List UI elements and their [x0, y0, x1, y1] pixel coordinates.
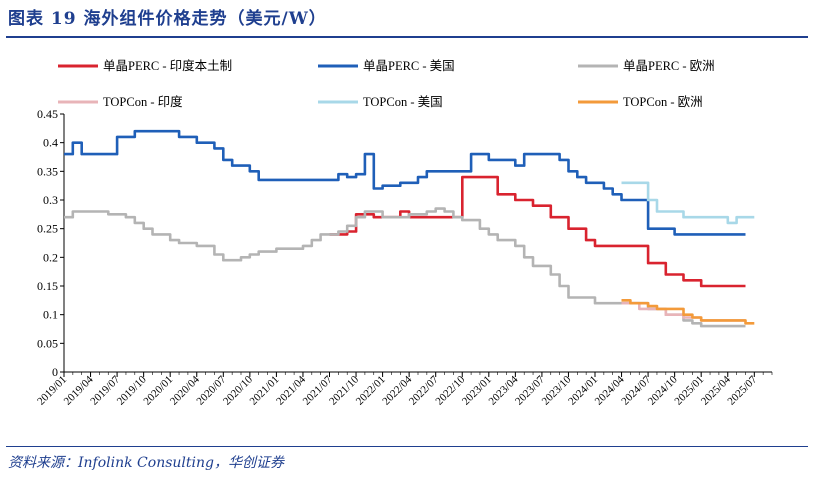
series-line [621, 181, 755, 225]
source-rule [6, 446, 808, 447]
chart-axes: 00.050.10.150.20.250.30.350.40.452019/01… [35, 107, 773, 408]
y-tick-label: 0.2 [43, 250, 58, 264]
y-tick-label: 0.45 [37, 107, 58, 121]
y-tick-label: 0.05 [37, 336, 58, 350]
y-tick-label: 0.1 [43, 308, 58, 322]
legend-label: TOPCon - 欧洲 [623, 95, 703, 109]
legend-label: TOPCon - 美国 [363, 95, 443, 109]
legend-label: TOPCon - 印度 [103, 94, 183, 109]
y-tick-label: 0.35 [37, 164, 58, 178]
series-line [329, 175, 746, 288]
source-note: 资料来源：Infolink Consulting，华创证券 [8, 455, 284, 471]
series-line [64, 207, 746, 328]
y-tick-label: 0.3 [43, 193, 58, 207]
series-line [621, 299, 755, 325]
figure-title: 图表 19 海外组件价格走势（美元/W） [8, 9, 327, 29]
x-tick-label: 2025/07 [725, 373, 759, 407]
y-tick-label: 0.25 [37, 222, 58, 236]
y-tick-label: 0.4 [43, 136, 58, 150]
legend-label: 单晶PERC - 印度本土制 [103, 58, 232, 73]
chart-plot-area [64, 129, 755, 328]
y-tick-label: 0.15 [37, 279, 58, 293]
legend-label: 单晶PERC - 美国 [363, 59, 455, 73]
y-tick-label: 0 [52, 365, 58, 379]
line-chart: 单晶PERC - 印度本土制 单晶PERC - 美国 单晶PERC - 欧洲 TOPC… [35, 58, 773, 408]
legend-label: 单晶PERC - 欧洲 [623, 59, 715, 73]
title-rule [6, 36, 808, 38]
series-line [64, 129, 746, 236]
chart-legend: 单晶PERC - 印度本土制 单晶PERC - 美国 单晶PERC - 欧洲 TOPC… [58, 58, 715, 109]
